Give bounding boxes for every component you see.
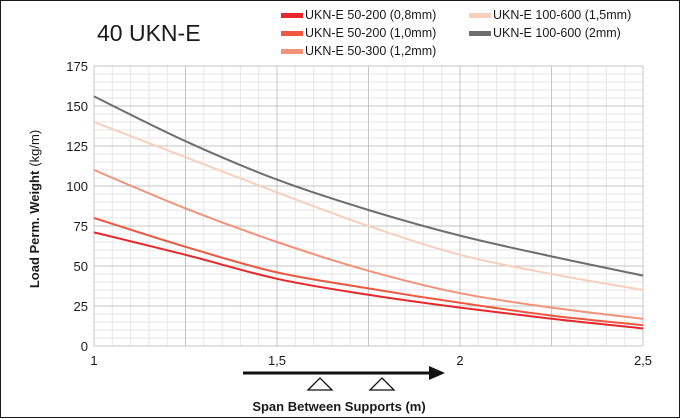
y-tick-labels: 0 25 50 75 100 125 150 175 — [66, 59, 88, 354]
y-tick-label: 175 — [66, 59, 88, 74]
y-tick-label: 50 — [74, 259, 88, 274]
y-axis-label: Load Perm. Weight (kg/m) — [27, 130, 42, 288]
series-line-2 — [93, 217, 644, 327]
major-grid — [93, 65, 644, 347]
series-line-1 — [93, 231, 644, 330]
legend-swatch — [281, 31, 303, 36]
y-axis-label-main: Load Perm. Weight — [27, 170, 42, 288]
legend-label: UKN-E 50-200 (1,0mm) — [305, 26, 436, 40]
series-lines — [93, 95, 644, 330]
y-tick-label: 125 — [66, 139, 88, 154]
legend-swatch — [281, 49, 303, 54]
x-tick-label: 2 — [456, 353, 463, 368]
span-arrow — [243, 366, 445, 380]
support-marker-left — [306, 377, 334, 391]
y-tick-label: 25 — [74, 299, 88, 314]
legend-swatch — [281, 13, 303, 18]
x-tick-label: 1,5 — [268, 353, 286, 368]
y-axis-label-unit: (kg/m) — [27, 130, 42, 167]
legend-label: UKN-E 100-600 (2mm) — [493, 26, 621, 40]
legend-swatch — [469, 31, 491, 36]
series-line-3 — [93, 169, 644, 320]
y-tick-label: 150 — [66, 99, 88, 114]
legend-label: UKN-E 50-300 (1,2mm) — [305, 44, 436, 58]
series-line-4 — [93, 121, 644, 291]
y-tick-label: 0 — [81, 339, 88, 354]
x-tick-label: 2,5 — [634, 353, 652, 368]
legend: UKN-E 50-200 (0,8mm) UKN-E 50-200 (1,0mm)… — [281, 8, 631, 58]
series-line-5 — [93, 95, 644, 277]
x-axis-label: Span Between Supports (m) — [252, 399, 425, 414]
x-tick-labels: 1 1,5 2 2,5 — [90, 353, 652, 368]
y-tick-label: 75 — [74, 219, 88, 234]
chart-title: 40 UKN-E — [97, 20, 201, 46]
y-tick-label: 100 — [66, 179, 88, 194]
legend-swatch — [469, 13, 491, 18]
support-marker-right — [368, 377, 396, 391]
span-arrow-head — [429, 366, 445, 380]
legend-label: UKN-E 100-600 (1,5mm) — [493, 8, 631, 22]
x-tick-label: 1 — [90, 353, 97, 368]
legend-label: UKN-E 50-200 (0,8mm) — [305, 8, 436, 22]
